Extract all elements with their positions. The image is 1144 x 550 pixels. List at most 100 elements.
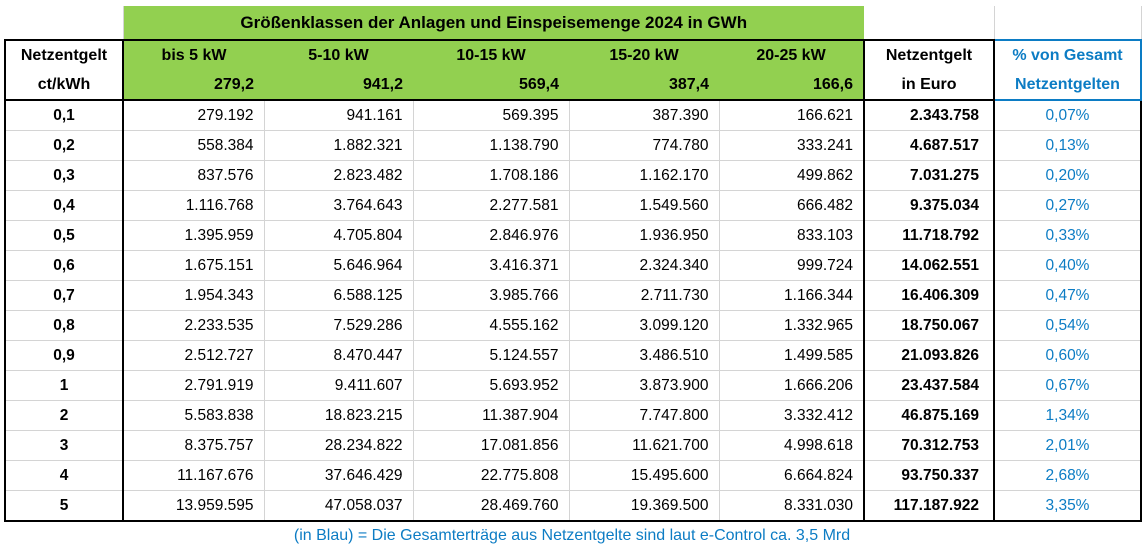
value-cell[interactable]: 3.332.412 <box>718 400 865 431</box>
percent-cell[interactable]: 0,20% <box>994 160 1142 191</box>
percent-cell[interactable]: 0,54% <box>994 310 1142 341</box>
value-cell[interactable]: 1.166.344 <box>718 280 865 311</box>
percent-cell[interactable]: 0,67% <box>994 370 1142 401</box>
rate-cell[interactable]: 0,2 <box>4 130 124 161</box>
euro-total-cell[interactable]: 9.375.034 <box>863 190 995 221</box>
rate-column-header[interactable]: Netzentgelt ct/kWh <box>4 39 124 101</box>
value-cell[interactable]: 8.470.447 <box>263 340 414 371</box>
euro-total-cell[interactable]: 7.031.275 <box>863 160 995 191</box>
rate-cell[interactable]: 3 <box>4 430 124 461</box>
value-cell[interactable]: 2.846.976 <box>412 220 570 251</box>
percent-cell[interactable]: 0,27% <box>994 190 1142 221</box>
value-cell[interactable]: 15.495.600 <box>568 460 720 491</box>
value-cell[interactable]: 558.384 <box>122 130 265 161</box>
size-class-header-4[interactable]: 20-25 kW 166,6 <box>719 39 865 101</box>
value-cell[interactable]: 28.469.760 <box>412 490 570 522</box>
euro-total-cell[interactable]: 14.062.551 <box>863 250 995 281</box>
value-cell[interactable]: 999.724 <box>718 250 865 281</box>
rate-cell[interactable]: 1 <box>4 370 124 401</box>
value-cell[interactable]: 1.882.321 <box>263 130 414 161</box>
value-cell[interactable]: 279.192 <box>122 99 265 131</box>
value-cell[interactable]: 1.954.343 <box>122 280 265 311</box>
value-cell[interactable]: 5.693.952 <box>412 370 570 401</box>
percent-cell[interactable]: 0,13% <box>994 130 1142 161</box>
percent-cell[interactable]: 0,60% <box>994 340 1142 371</box>
value-cell[interactable]: 1.708.186 <box>412 160 570 191</box>
value-cell[interactable]: 22.775.808 <box>412 460 570 491</box>
euro-column-header[interactable]: Netzentgelt in Euro <box>863 39 995 101</box>
value-cell[interactable]: 837.576 <box>122 160 265 191</box>
euro-total-cell[interactable]: 70.312.753 <box>863 430 995 461</box>
value-cell[interactable]: 7.529.286 <box>263 310 414 341</box>
value-cell[interactable]: 47.058.037 <box>263 490 414 522</box>
value-cell[interactable]: 2.324.340 <box>568 250 720 281</box>
percent-cell[interactable]: 0,07% <box>994 99 1142 131</box>
value-cell[interactable]: 5.646.964 <box>263 250 414 281</box>
euro-total-cell[interactable]: 23.437.584 <box>863 370 995 401</box>
value-cell[interactable]: 499.862 <box>718 160 865 191</box>
value-cell[interactable]: 11.621.700 <box>568 430 720 461</box>
value-cell[interactable]: 333.241 <box>718 130 865 161</box>
value-cell[interactable]: 1.395.959 <box>122 220 265 251</box>
value-cell[interactable]: 569.395 <box>412 99 570 131</box>
value-cell[interactable]: 3.873.900 <box>568 370 720 401</box>
euro-total-cell[interactable]: 4.687.517 <box>863 130 995 161</box>
value-cell[interactable]: 4.555.162 <box>412 310 570 341</box>
percent-cell[interactable]: 2,01% <box>994 430 1142 461</box>
value-cell[interactable]: 1.162.170 <box>568 160 720 191</box>
value-cell[interactable]: 13.959.595 <box>122 490 265 522</box>
value-cell[interactable]: 8.375.757 <box>122 430 265 461</box>
value-cell[interactable]: 37.646.429 <box>263 460 414 491</box>
euro-total-cell[interactable]: 46.875.169 <box>863 400 995 431</box>
value-cell[interactable]: 833.103 <box>718 220 865 251</box>
value-cell[interactable]: 1.499.585 <box>718 340 865 371</box>
value-cell[interactable]: 2.233.535 <box>122 310 265 341</box>
rate-cell[interactable]: 0,5 <box>4 220 124 251</box>
value-cell[interactable]: 1.116.768 <box>122 190 265 221</box>
value-cell[interactable]: 2.512.727 <box>122 340 265 371</box>
euro-total-cell[interactable]: 2.343.758 <box>863 99 995 131</box>
percent-cell[interactable]: 0,47% <box>994 280 1142 311</box>
value-cell[interactable]: 19.369.500 <box>568 490 720 522</box>
value-cell[interactable]: 6.664.824 <box>718 460 865 491</box>
value-cell[interactable]: 2.277.581 <box>412 190 570 221</box>
percent-column-header[interactable]: % von Gesamt Netzentgelten <box>993 39 1142 101</box>
value-cell[interactable]: 4.705.804 <box>263 220 414 251</box>
value-cell[interactable]: 1.549.560 <box>568 190 720 221</box>
rate-cell[interactable]: 0,1 <box>4 99 124 131</box>
value-cell[interactable]: 3.486.510 <box>568 340 720 371</box>
percent-cell[interactable]: 3,35% <box>994 490 1142 522</box>
value-cell[interactable]: 1.936.950 <box>568 220 720 251</box>
value-cell[interactable]: 666.482 <box>718 190 865 221</box>
rate-cell[interactable]: 0,4 <box>4 190 124 221</box>
blank-cell[interactable] <box>994 6 1142 41</box>
euro-total-cell[interactable]: 16.406.309 <box>863 280 995 311</box>
value-cell[interactable]: 18.823.215 <box>263 400 414 431</box>
euro-total-cell[interactable]: 21.093.826 <box>863 340 995 371</box>
value-cell[interactable]: 387.390 <box>568 99 720 131</box>
size-class-header-0[interactable]: bis 5 kW 279,2 <box>122 39 264 101</box>
value-cell[interactable]: 941.161 <box>263 99 414 131</box>
euro-total-cell[interactable]: 93.750.337 <box>863 460 995 491</box>
value-cell[interactable]: 6.588.125 <box>263 280 414 311</box>
size-class-header-2[interactable]: 10-15 kW 569,4 <box>413 39 569 101</box>
euro-total-cell[interactable]: 18.750.067 <box>863 310 995 341</box>
rate-cell[interactable]: 0,7 <box>4 280 124 311</box>
value-cell[interactable]: 9.411.607 <box>263 370 414 401</box>
rate-cell[interactable]: 5 <box>4 490 124 522</box>
euro-total-cell[interactable]: 11.718.792 <box>863 220 995 251</box>
percent-cell[interactable]: 0,33% <box>994 220 1142 251</box>
rate-cell[interactable]: 0,8 <box>4 310 124 341</box>
value-cell[interactable]: 17.081.856 <box>412 430 570 461</box>
value-cell[interactable]: 2.823.482 <box>263 160 414 191</box>
value-cell[interactable]: 11.167.676 <box>122 460 265 491</box>
value-cell[interactable]: 2.791.919 <box>122 370 265 401</box>
value-cell[interactable]: 3.985.766 <box>412 280 570 311</box>
percent-cell[interactable]: 1,34% <box>994 400 1142 431</box>
value-cell[interactable]: 166.621 <box>718 99 865 131</box>
value-cell[interactable]: 3.764.643 <box>263 190 414 221</box>
value-cell[interactable]: 1.138.790 <box>412 130 570 161</box>
blank-cell[interactable] <box>864 6 995 41</box>
percent-cell[interactable]: 0,40% <box>994 250 1142 281</box>
rate-cell[interactable]: 0,6 <box>4 250 124 281</box>
